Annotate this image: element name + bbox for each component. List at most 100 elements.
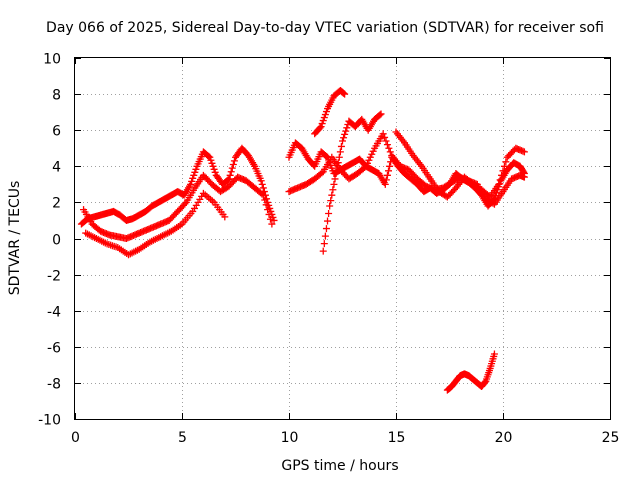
y-tick-label: 0	[52, 233, 61, 249]
data-point	[263, 195, 271, 203]
data-point	[320, 114, 328, 122]
data-point	[322, 225, 330, 233]
data-point	[208, 159, 216, 167]
series-trace-a	[77, 144, 278, 228]
data-point	[382, 176, 390, 184]
data-point	[496, 176, 504, 184]
data-point	[520, 148, 528, 156]
data-point	[318, 120, 326, 128]
data-point	[376, 111, 384, 119]
x-tick-label: 25	[602, 430, 620, 446]
data-point	[326, 202, 334, 210]
data-point	[366, 153, 374, 161]
grid	[75, 58, 610, 419]
data-point	[386, 162, 394, 170]
data-point	[210, 165, 218, 173]
data-point	[228, 164, 236, 172]
y-tick-label: -10	[38, 413, 61, 429]
data-point	[318, 169, 326, 177]
data-point	[500, 162, 508, 170]
data-point	[187, 180, 195, 188]
series-trace-i	[443, 350, 498, 394]
axes: 0 5 10 15 20 25 -10 -8 -6 -4 -2 0 2 4 6 8 10	[38, 52, 619, 447]
x-tick-label: 10	[281, 430, 299, 446]
data-point	[192, 165, 200, 173]
series-trace-c	[82, 189, 229, 259]
data-point	[221, 213, 229, 221]
x-tick-label: 5	[178, 430, 187, 446]
data-point	[377, 110, 385, 118]
data-point	[191, 168, 199, 176]
y-tick-label: 2	[52, 196, 61, 212]
data-point	[206, 153, 214, 161]
data-point	[365, 156, 373, 164]
x-tick-label: 20	[495, 430, 513, 446]
data-point	[341, 130, 349, 138]
data-point	[316, 124, 324, 132]
data-point	[265, 210, 273, 218]
data-point	[329, 186, 337, 194]
data-point	[190, 171, 198, 179]
data-point	[333, 164, 341, 172]
data-point	[334, 159, 342, 167]
data-point	[331, 175, 339, 183]
data-point	[324, 217, 332, 225]
data-point	[209, 162, 217, 170]
data-point	[229, 160, 237, 168]
y-tick-label: -2	[47, 269, 61, 285]
data-point	[337, 142, 345, 150]
data-point	[211, 168, 219, 176]
data-point	[383, 171, 391, 179]
data-point	[502, 158, 510, 166]
series-trace-h	[392, 128, 528, 201]
data-point	[369, 147, 377, 155]
data-point	[490, 350, 498, 358]
data-point	[328, 191, 336, 199]
series-trace-b	[80, 171, 276, 242]
data-point	[268, 220, 276, 228]
chart-title: Day 066 of 2025, Sidereal Day-to-day VTE…	[46, 20, 604, 36]
data-point	[335, 153, 343, 161]
data-point	[225, 175, 233, 183]
y-tick-label: 4	[52, 160, 61, 176]
plot-frame	[74, 57, 611, 420]
data-point	[226, 171, 234, 179]
data-point	[381, 133, 389, 141]
data-point	[258, 190, 266, 198]
data-point	[381, 180, 389, 188]
x-tick-label: 0	[71, 430, 80, 446]
data-point	[383, 141, 391, 149]
data-point	[262, 201, 270, 209]
data-point	[320, 240, 328, 248]
data-point	[224, 176, 232, 184]
data-points	[77, 86, 528, 394]
data-point	[379, 130, 387, 138]
data-point	[319, 117, 327, 125]
data-point	[259, 184, 267, 192]
data-point	[520, 173, 528, 181]
data-point	[481, 378, 489, 386]
data-point	[368, 150, 376, 158]
data-point	[322, 108, 330, 116]
data-point	[264, 206, 272, 214]
data-point	[319, 247, 327, 255]
y-tick-label: 6	[52, 124, 61, 140]
data-point	[386, 148, 394, 156]
data-point	[230, 157, 238, 165]
data-point	[181, 200, 189, 208]
data-point	[189, 174, 197, 182]
data-point	[321, 111, 329, 119]
y-tick-label: 8	[52, 88, 61, 104]
data-point	[259, 191, 267, 199]
data-point	[336, 148, 344, 156]
series-trace-f	[319, 110, 385, 255]
data-point	[342, 127, 350, 135]
data-point	[322, 152, 330, 160]
data-point	[266, 215, 274, 223]
data-point	[207, 156, 215, 164]
y-tick-label: -8	[47, 377, 61, 393]
data-point	[257, 177, 265, 185]
y-axis-label: SDTVAR / TECUs	[7, 181, 23, 296]
data-point	[188, 177, 196, 185]
